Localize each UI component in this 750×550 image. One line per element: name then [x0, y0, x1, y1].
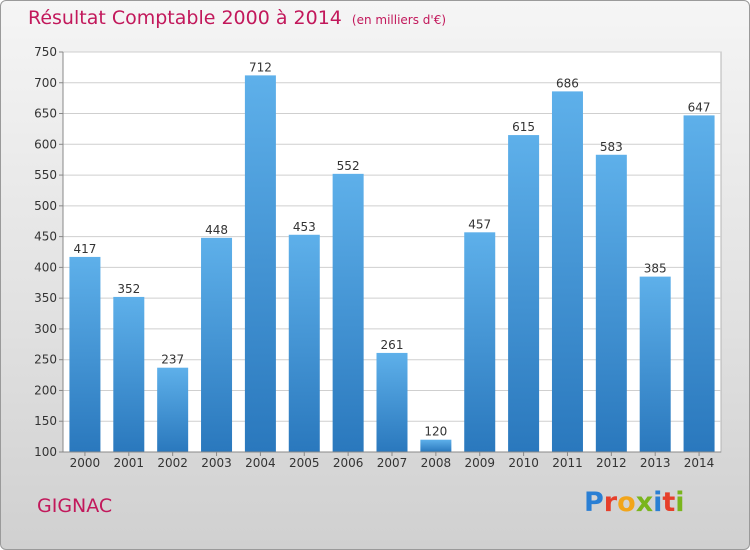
bar — [464, 232, 496, 452]
x-tick-label: 2012 — [596, 456, 627, 470]
data-label: 712 — [249, 60, 272, 74]
x-tick-label: 2006 — [333, 456, 364, 470]
bar — [201, 237, 233, 452]
y-tick-label: 550 — [34, 168, 57, 182]
x-tick-label: 2005 — [289, 456, 320, 470]
bar — [332, 173, 364, 452]
bar — [288, 234, 320, 452]
bar — [69, 256, 101, 452]
bar — [420, 439, 452, 452]
place-name: GIGNAC — [37, 495, 113, 517]
x-tick-label: 2004 — [245, 456, 276, 470]
title-unit: (en milliers d'€) — [351, 13, 447, 27]
y-tick-label: 600 — [34, 137, 57, 151]
data-label: 352 — [117, 282, 140, 296]
bar — [376, 352, 408, 452]
bar — [157, 367, 189, 452]
y-tick-label: 100 — [34, 445, 57, 459]
y-tick-label: 350 — [34, 291, 57, 305]
data-label: 457 — [468, 217, 491, 231]
data-label: 417 — [73, 242, 96, 256]
y-tick-label: 150 — [34, 414, 57, 428]
data-label: 385 — [644, 262, 667, 276]
data-label: 615 — [512, 120, 535, 134]
y-tick-label: 300 — [34, 322, 57, 336]
x-tick-label: 2008 — [421, 456, 452, 470]
x-tick-label: 2003 — [201, 456, 232, 470]
x-tick-label: 2009 — [464, 456, 495, 470]
data-label: 237 — [161, 353, 184, 367]
bar — [683, 115, 715, 452]
x-tick-label: 2000 — [70, 456, 101, 470]
x-tick-label: 2010 — [508, 456, 539, 470]
x-tick-label: 2007 — [377, 456, 408, 470]
y-tick-label: 450 — [34, 230, 57, 244]
x-tick-label: 2002 — [157, 456, 188, 470]
data-label: 552 — [337, 159, 360, 173]
data-label: 448 — [205, 223, 228, 237]
x-tick-label: 2001 — [114, 456, 145, 470]
data-label: 261 — [381, 338, 404, 352]
bar — [244, 75, 276, 452]
data-label: 120 — [424, 425, 447, 439]
data-label: 583 — [600, 140, 623, 154]
data-label: 686 — [556, 76, 579, 90]
title-text: Résultat Comptable 2000 à 2014 — [28, 7, 342, 29]
x-tick-label: 2011 — [552, 456, 583, 470]
data-label: 453 — [293, 220, 316, 234]
data-label: 647 — [688, 100, 711, 114]
y-tick-label: 750 — [34, 45, 57, 59]
y-tick-label: 500 — [34, 199, 57, 213]
bar — [551, 91, 583, 452]
bar — [639, 276, 671, 452]
x-tick-label: 2013 — [640, 456, 671, 470]
proxiti-logo: Proxiti — [584, 487, 685, 518]
chart-title: Résultat Comptable 2000 à 2014 (en millie… — [28, 7, 446, 29]
bar — [508, 135, 540, 453]
bar — [113, 296, 145, 452]
y-tick-label: 700 — [34, 76, 57, 90]
y-tick-label: 650 — [34, 107, 57, 121]
y-tick-label: 200 — [34, 383, 57, 397]
y-tick-label: 250 — [34, 353, 57, 367]
y-tick-label: 400 — [34, 260, 57, 274]
bar — [595, 154, 627, 452]
x-tick-label: 2014 — [684, 456, 715, 470]
